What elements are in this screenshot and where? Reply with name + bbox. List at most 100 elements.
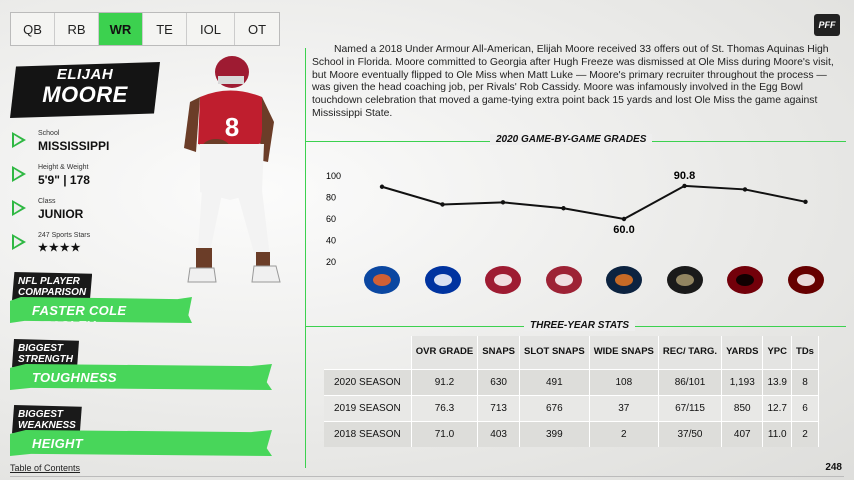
- y-tick-label: 60: [326, 214, 336, 224]
- heading-line: COMPARISON: [18, 287, 87, 298]
- y-tick-label: 40: [326, 236, 336, 246]
- table-row: 2019 SEASON 76.3 713 676 37 67/115 850 12.7 6: [324, 394, 819, 421]
- header-cell: SNAPS: [477, 336, 520, 369]
- logo-kentucky-icon: [421, 262, 465, 298]
- y-tick-label: 100: [326, 171, 341, 181]
- table-cell: 71.0: [411, 420, 479, 447]
- header-cell: YPC: [762, 336, 793, 369]
- info-value: 5'9" | 178: [38, 173, 90, 187]
- heading-line: BIGGEST: [18, 409, 64, 420]
- table-cell: 676: [519, 394, 590, 421]
- tab-wr[interactable]: WR: [99, 13, 143, 45]
- grade-point-kentucky: [440, 202, 445, 207]
- table-cell: 491: [519, 368, 590, 395]
- weakness-value: HEIGHT: [10, 430, 272, 456]
- header-cell: [324, 336, 412, 369]
- player-photo: 8: [184, 56, 281, 283]
- player-first-name: ELIJAH: [56, 66, 114, 83]
- logo-vanderbilt-icon: [663, 262, 707, 298]
- table-cell: 399: [519, 420, 590, 447]
- tab-te[interactable]: TE: [143, 13, 187, 45]
- table-cell: 86/101: [658, 368, 723, 395]
- logo-south-carolina-icon: [723, 262, 767, 298]
- arrow-icon: [12, 166, 26, 182]
- season-label: 2019 SEASON: [324, 394, 412, 421]
- table-cell: 13.9: [762, 368, 793, 395]
- heading-line: STRENGTH: [18, 354, 73, 365]
- footer-rule: [10, 476, 844, 477]
- strength-heading: BIGGEST STRENGTH: [12, 339, 79, 369]
- grade-point-vanderbilt: [682, 183, 687, 189]
- logo-florida-icon: [360, 262, 404, 298]
- table-cell: 67/115: [658, 394, 723, 421]
- header-cell: OVR GRADE: [411, 336, 479, 369]
- grade-points: [379, 183, 808, 222]
- table-cell: 407: [721, 420, 764, 447]
- heading-line: BIGGEST: [18, 343, 64, 354]
- table-title: THREE-YEAR STATS: [524, 320, 636, 331]
- comparison-value: FASTER COLE BEASLEY: [10, 297, 192, 323]
- grades-line: [381, 184, 806, 221]
- tab-iol[interactable]: IOL: [187, 13, 235, 45]
- divider-line: [305, 48, 306, 468]
- info-label: Height & Weight: [38, 164, 89, 171]
- heading-line: NFL PLAYER: [18, 276, 80, 287]
- header-cell: YARDS: [721, 336, 764, 369]
- table-row: 2020 SEASON 91.2 630 491 108 86/101 1,193 13.9 8: [324, 368, 819, 395]
- pff-logo: PFF: [814, 14, 840, 36]
- page-number: 248: [825, 462, 842, 473]
- season-label: 2018 SEASON: [324, 420, 412, 447]
- logo-arkansas-icon: [542, 262, 586, 298]
- table-cell: 11.0: [762, 420, 793, 447]
- y-tick-label: 20: [326, 257, 336, 267]
- star-rating: ★★★★: [38, 242, 82, 254]
- grade-point-alabama: [500, 200, 506, 205]
- arrow-icon: [12, 132, 26, 148]
- info-value: MISSISSIPPI: [38, 139, 110, 153]
- grade-labels: 60.0 90.8: [613, 170, 695, 236]
- tab-qb[interactable]: QB: [11, 13, 55, 45]
- header-cell: TDs: [791, 336, 819, 369]
- logo-mississippi-state-icon: [784, 262, 828, 298]
- player-bio: Named a 2018 Under Armour All-American, …: [312, 44, 834, 119]
- tab-ot[interactable]: OT: [247, 21, 267, 37]
- grade-data-label: 60.0: [613, 224, 634, 236]
- player-last-name: MOORE: [42, 82, 128, 107]
- weakness-heading: BIGGEST WEAKNESS: [12, 405, 82, 435]
- grade-point-mississippi-state: [803, 199, 808, 204]
- table-cell: 76.3: [411, 394, 479, 421]
- season-label: 2020 SEASON: [324, 368, 412, 395]
- arrow-icon: [12, 234, 26, 250]
- info-label: School: [38, 130, 60, 137]
- strength-value: TOUGHNESS: [10, 364, 272, 390]
- y-tick-label: 80: [326, 193, 336, 203]
- stats-table: OVR GRADE SNAPS SLOT SNAPS WIDE SNAPS REC/ T…: [324, 336, 819, 447]
- grade-point-florida: [379, 184, 385, 189]
- header-cell: REC/ TARG.: [658, 336, 723, 369]
- table-cell: 12.7: [762, 394, 793, 421]
- y-axis: 20 40 60 80 100: [326, 171, 341, 267]
- arrow-icon: [12, 200, 26, 216]
- table-cell: 8: [791, 368, 819, 395]
- table-cell: 850: [721, 394, 764, 421]
- table-cell: 37: [589, 394, 659, 421]
- table-of-contents-link[interactable]: Table of Contents: [10, 463, 81, 473]
- table-cell: 91.2: [411, 368, 479, 395]
- info-label: Class: [38, 198, 56, 205]
- table-cell: 403: [477, 420, 520, 447]
- table-cell: 37/50: [658, 420, 723, 447]
- table-row: 2018 SEASON 71.0 403 399 2 37/50 407 11.0 2: [324, 420, 819, 447]
- table-cell: 1,193: [721, 368, 764, 395]
- chart-title: 2020 GAME-BY-GAME GRADES: [490, 134, 653, 145]
- table-cell: 713: [477, 394, 520, 421]
- grades-chart: 20 40 60 80 100 60.0 90.8: [326, 170, 808, 267]
- position-tabs: QB RB WR TE IOL OT: [10, 12, 280, 46]
- table-cell: 2: [791, 420, 819, 447]
- tab-rb[interactable]: RB: [55, 13, 99, 45]
- info-label: 247 Sports Stars: [38, 232, 91, 239]
- grade-point-auburn: [621, 216, 627, 222]
- header-cell: WIDE SNAPS: [589, 336, 659, 369]
- table-cell: 108: [589, 368, 659, 395]
- table-cell: 6: [791, 394, 819, 421]
- comparison-heading: NFL PLAYER COMPARISON: [12, 272, 93, 302]
